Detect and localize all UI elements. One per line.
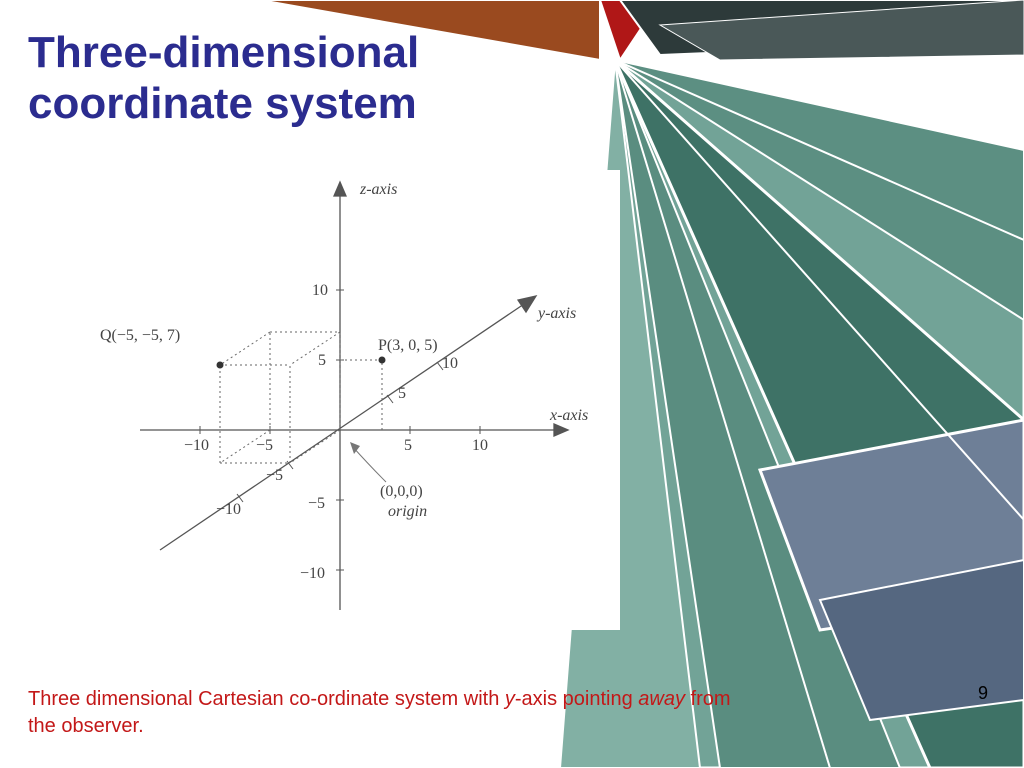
point-q-label: Q(−5, −5, 7): [100, 327, 180, 344]
svg-text:−5: −5: [256, 437, 273, 454]
slide-title: Three-dimensional coordinate system: [28, 28, 419, 129]
slide-caption: Three dimensional Cartesian co-ordinate …: [28, 686, 748, 740]
svg-text:10: 10: [442, 355, 458, 372]
svg-text:5: 5: [398, 385, 406, 402]
z-axis-label: z-axis: [359, 181, 397, 198]
svg-text:10: 10: [472, 437, 488, 454]
title-line-1: Three-dimensional: [28, 28, 419, 77]
svg-text:−10: −10: [184, 437, 209, 454]
x-axis-label: x-axis: [549, 407, 588, 424]
title-line-2: coordinate system: [28, 79, 417, 128]
svg-text:−5: −5: [308, 495, 325, 512]
origin-word: origin: [388, 503, 427, 520]
svg-text:−5: −5: [266, 467, 283, 484]
point-p-label: P(3, 0, 5): [378, 337, 438, 354]
page-number: 9: [978, 683, 988, 704]
svg-text:10: 10: [312, 282, 328, 299]
origin-coords: (0,0,0): [380, 483, 423, 500]
svg-text:5: 5: [318, 352, 326, 369]
y-axis-label: y-axis: [536, 305, 576, 322]
svg-text:−10: −10: [300, 565, 325, 582]
coordinate-system-figure: z-axis y-axis x-axis 10 5 −5 −10 5 10 −5…: [60, 170, 620, 630]
svg-text:5: 5: [404, 437, 412, 454]
svg-text:−10: −10: [216, 501, 241, 518]
